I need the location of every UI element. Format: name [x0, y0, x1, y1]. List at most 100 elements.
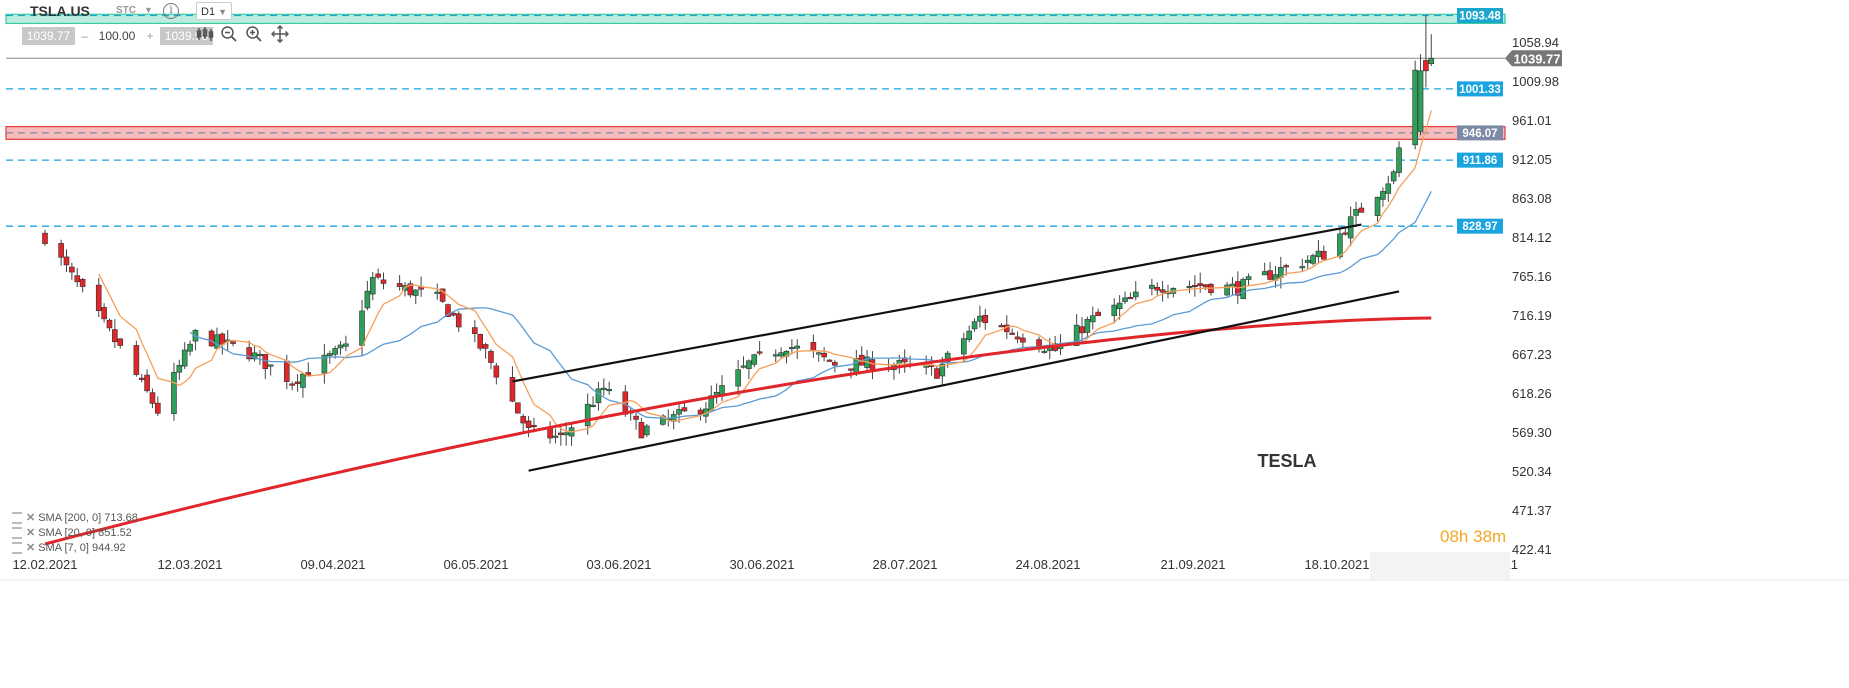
- candle: [1390, 171, 1397, 182]
- sma200-line: [44, 316, 1432, 546]
- candle: [1374, 196, 1381, 216]
- y-tick-label: 961.01: [1512, 113, 1552, 128]
- quantity-input[interactable]: 100.00: [98, 29, 136, 43]
- remove-icon[interactable]: ✕: [26, 512, 36, 524]
- candle: [1423, 60, 1429, 72]
- candle: [117, 338, 124, 346]
- candle: [848, 368, 854, 371]
- drag-handle-icon[interactable]: [12, 512, 22, 525]
- candle-type-icon[interactable]: [194, 25, 216, 47]
- candle: [74, 275, 81, 283]
- level-label-text: 911.86: [1463, 155, 1498, 167]
- candle: [1283, 265, 1289, 268]
- chevron-down-icon: ▼: [218, 7, 227, 17]
- drag-handle-icon[interactable]: [12, 542, 22, 555]
- y-tick-label: 618.26: [1512, 386, 1552, 401]
- candle: [95, 284, 102, 311]
- indicator-legend-sma7[interactable]: ✕ SMA [7, 0] 944.92: [12, 541, 126, 555]
- remove-icon[interactable]: ✕: [26, 542, 36, 554]
- x-tick-label: 28.07.2021: [872, 557, 937, 572]
- y-tick-label: 863.08: [1512, 191, 1552, 206]
- candle: [971, 321, 978, 330]
- candle: [1009, 332, 1015, 335]
- candle: [300, 373, 306, 388]
- candle: [1089, 315, 1096, 323]
- candle: [638, 422, 645, 439]
- remove-icon[interactable]: ✕: [26, 527, 36, 539]
- candle: [676, 409, 682, 415]
- candle: [1385, 183, 1392, 194]
- candle: [1079, 326, 1085, 334]
- x-tick-label: 03.06.2021: [586, 557, 651, 572]
- candle: [493, 365, 500, 378]
- x-tick-label: 18.10.2021: [1304, 557, 1369, 572]
- candle: [192, 329, 199, 342]
- level-label-box: [1457, 81, 1503, 97]
- decrease-quantity-button[interactable]: –: [81, 29, 89, 43]
- candle: [155, 402, 161, 414]
- info-icon[interactable]: i: [163, 3, 179, 19]
- channel-line-lower: [528, 290, 1400, 472]
- candle: [977, 315, 983, 322]
- y-tick-label: 765.16: [1512, 269, 1552, 284]
- level-label-box: [1457, 152, 1503, 168]
- candle: [1111, 304, 1118, 316]
- candle: [321, 354, 328, 374]
- annotation-text: TESLA: [1257, 451, 1316, 471]
- current-price-tag: [1505, 50, 1562, 67]
- zoom-in-icon[interactable]: [243, 25, 265, 47]
- candle: [396, 283, 403, 287]
- symbol-label[interactable]: TSLA.US: [30, 3, 90, 19]
- candle: [563, 432, 569, 436]
- candle: [756, 351, 763, 354]
- candle: [257, 353, 263, 357]
- zone-band-0: [5, 13, 1506, 25]
- candle: [751, 354, 758, 365]
- drag-handle-icon[interactable]: [12, 527, 22, 540]
- x-tick-label: 21.09.2021: [1160, 557, 1225, 572]
- candle: [1014, 336, 1021, 340]
- y-tick-label: 471.37: [1512, 503, 1552, 518]
- candle: [219, 333, 226, 345]
- indicator-label: SMA [20, 0]: [38, 527, 96, 539]
- candle: [1240, 279, 1247, 299]
- candle: [1304, 259, 1311, 263]
- candle: [149, 392, 156, 404]
- candle: [439, 288, 446, 302]
- pan-move-icon[interactable]: [269, 24, 291, 47]
- increase-quantity-button[interactable]: +: [146, 29, 154, 43]
- candle: [1337, 233, 1343, 258]
- indicator-legend-sma200[interactable]: ✕ SMA [200, 0] 713.68: [12, 511, 138, 525]
- indicator-legend-sma20[interactable]: ✕ SMA [20, 0] 851.52: [12, 526, 132, 540]
- type-dropdown-icon[interactable]: ▼: [144, 5, 153, 15]
- candle: [1380, 191, 1386, 200]
- countdown-minutes: 38: [1473, 527, 1493, 546]
- candle: [1342, 232, 1349, 235]
- zoom-out-icon[interactable]: [218, 25, 240, 47]
- candle: [380, 279, 387, 284]
- y-tick-label: 912.05: [1512, 152, 1552, 167]
- instrument-type-badge: STC: [116, 5, 136, 16]
- timeframe-select[interactable]: D1 ▼: [196, 2, 232, 20]
- indicator-label: SMA [7, 0]: [38, 542, 89, 554]
- candle: [359, 310, 365, 346]
- candle: [740, 365, 747, 368]
- bid-price[interactable]: 1039.77: [22, 27, 75, 45]
- candle: [1020, 337, 1026, 343]
- candle: [1186, 285, 1193, 289]
- candle: [1197, 283, 1204, 286]
- level-label-text: 1093.48: [1459, 10, 1501, 22]
- candle: [735, 369, 741, 387]
- candle: [821, 352, 827, 358]
- candle: [58, 243, 64, 258]
- candle: [482, 344, 489, 349]
- candle: [1149, 284, 1155, 289]
- candle: [1224, 284, 1230, 296]
- candle: [289, 383, 295, 386]
- sma20-line: [189, 191, 1432, 419]
- candle: [1095, 311, 1101, 317]
- candle: [412, 289, 419, 296]
- candle: [1261, 271, 1268, 276]
- candle: [778, 352, 784, 357]
- candle: [520, 416, 527, 424]
